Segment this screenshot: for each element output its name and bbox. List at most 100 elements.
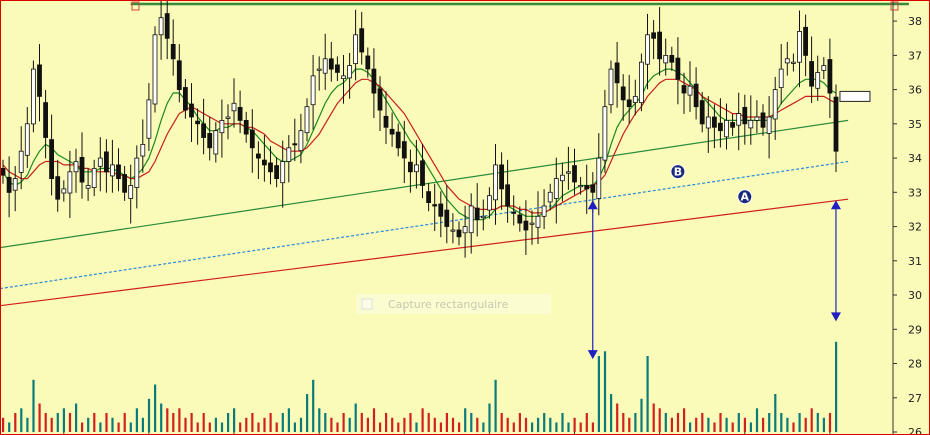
volume-bar bbox=[50, 417, 53, 433]
candle-body bbox=[401, 141, 407, 159]
volume-bar bbox=[147, 398, 151, 433]
volume-bar bbox=[385, 413, 388, 432]
candle-body bbox=[803, 26, 808, 56]
candle-body bbox=[626, 99, 632, 108]
badge-A bbox=[737, 189, 753, 205]
volume-bar bbox=[269, 413, 272, 432]
y-tick-label: 32 bbox=[908, 221, 922, 234]
candle-body bbox=[61, 188, 67, 194]
volume-bar bbox=[725, 417, 728, 433]
volume-bar bbox=[299, 417, 303, 433]
trendline-B bbox=[0, 160, 849, 290]
volume-bar bbox=[664, 413, 667, 432]
candle-body bbox=[91, 167, 97, 188]
arrow-head-up-2 bbox=[830, 200, 841, 210]
volume-bar bbox=[330, 417, 333, 433]
candle-body bbox=[596, 157, 602, 199]
y-tick-label: 38 bbox=[908, 15, 922, 28]
candle-body bbox=[821, 65, 827, 71]
candle-body bbox=[639, 61, 644, 104]
volume-bar bbox=[44, 413, 47, 432]
candle-body bbox=[286, 147, 292, 162]
volume-bar bbox=[275, 422, 278, 432]
watermark: Capture rectangulaire bbox=[356, 294, 551, 314]
volume-bar bbox=[670, 417, 673, 433]
candle-body bbox=[237, 107, 243, 121]
y-tick-label: 36 bbox=[908, 84, 922, 97]
candle-body bbox=[833, 96, 839, 152]
volume-bar bbox=[62, 408, 65, 433]
candle-body bbox=[140, 143, 146, 157]
volume-bar bbox=[506, 417, 509, 433]
volume-bar bbox=[166, 408, 169, 433]
candle-body bbox=[201, 123, 207, 138]
candle-body bbox=[371, 68, 377, 94]
arrow-head-down-2 bbox=[830, 312, 841, 322]
candle-body bbox=[146, 99, 152, 139]
candle-body bbox=[377, 88, 383, 111]
candle-body bbox=[578, 185, 583, 188]
volume-bar bbox=[786, 417, 789, 433]
candlesticks bbox=[0, 0, 871, 258]
volume-bar bbox=[427, 413, 430, 432]
candle-body bbox=[195, 120, 201, 125]
volume-bar bbox=[154, 384, 157, 432]
candle-body bbox=[657, 31, 662, 60]
volume-bar bbox=[354, 403, 357, 432]
volume-bar bbox=[421, 408, 424, 433]
candle-body bbox=[110, 164, 115, 177]
candle-body bbox=[791, 61, 796, 64]
volume-bar bbox=[172, 413, 175, 432]
candle-body bbox=[486, 195, 492, 211]
candle-body bbox=[432, 204, 438, 207]
candle-body bbox=[572, 165, 577, 183]
y-tick-label: 30 bbox=[908, 289, 922, 302]
badge-label-B: B bbox=[674, 166, 682, 179]
candle-body bbox=[182, 87, 188, 111]
candle-body bbox=[55, 176, 61, 200]
candle-body bbox=[6, 176, 12, 193]
volume-bar bbox=[141, 417, 144, 433]
candle-body bbox=[49, 139, 54, 180]
candle-body bbox=[420, 160, 425, 186]
volume-bar bbox=[816, 413, 819, 432]
y-axis: 26 27 28 29 30 31 32 33 34 35 36 37 38 bbox=[63, 0, 922, 435]
candle-body bbox=[280, 161, 286, 184]
volume-bar bbox=[518, 413, 521, 432]
volume-bar bbox=[676, 413, 680, 432]
candle-body bbox=[687, 85, 693, 96]
candle-body bbox=[480, 215, 486, 219]
volume-bar bbox=[312, 379, 315, 433]
volume-bar bbox=[184, 417, 187, 433]
trendline-badges: AB bbox=[670, 164, 753, 205]
candle-body bbox=[663, 55, 669, 64]
candle-body bbox=[304, 106, 310, 134]
volume-bar bbox=[537, 417, 540, 433]
candle-body bbox=[407, 161, 413, 173]
candle-body bbox=[292, 143, 298, 146]
volume-bar bbox=[470, 413, 473, 432]
volume-bar bbox=[488, 403, 491, 432]
volume-bar bbox=[531, 422, 534, 432]
volume-bar bbox=[2, 417, 5, 433]
volume-bar bbox=[640, 398, 643, 433]
volume-bar bbox=[561, 413, 564, 432]
volume-bar bbox=[500, 413, 503, 432]
candle-body bbox=[219, 120, 225, 134]
volume-bar bbox=[318, 408, 321, 433]
candle-body bbox=[669, 55, 675, 63]
candle-body bbox=[30, 68, 36, 125]
volume-bar bbox=[762, 417, 765, 433]
volume-bar bbox=[597, 356, 600, 432]
volume-bar bbox=[616, 403, 619, 432]
volume-bar bbox=[579, 422, 582, 432]
y-tick-label: 26 bbox=[908, 426, 922, 435]
volume-bar bbox=[433, 417, 436, 433]
candle-body bbox=[426, 191, 432, 204]
candle-body bbox=[651, 32, 656, 39]
candle-body bbox=[24, 123, 30, 156]
volume-bar bbox=[287, 408, 290, 433]
watermark-icon bbox=[361, 298, 373, 310]
candle-body bbox=[462, 226, 468, 234]
